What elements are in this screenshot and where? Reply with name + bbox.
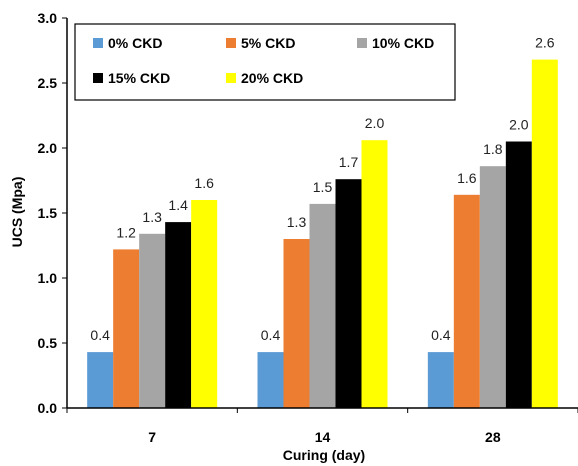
legend-label: 5% CKD [241,35,295,51]
x-tick-label: 7 [148,429,156,445]
bar [453,194,480,408]
y-tick-label: 3.0 [38,10,58,26]
data-label: 2.6 [535,35,555,51]
y-tick-label: 2.5 [38,75,58,91]
legend-label: 15% CKD [108,70,170,86]
data-label: 1.4 [168,197,188,213]
data-label: 1.2 [116,224,136,240]
y-tick-label: 1.0 [38,270,58,286]
legend-box [74,23,456,101]
legend: 0% CKD 5% CKD 10% CKD 15% CKD 20% CKD [74,23,456,101]
bar [427,352,454,408]
data-label: 0.4 [90,327,110,343]
bar [113,249,140,408]
bar [283,239,310,408]
bar [335,179,362,408]
legend-swatch [226,73,236,83]
data-label: 1.5 [313,179,333,195]
data-label: 1.6 [194,175,214,191]
y-tick-label: 0.5 [38,335,58,351]
bar [87,352,114,408]
bar [531,59,558,408]
data-label: 1.7 [339,154,359,170]
bar [361,140,388,408]
bar [191,200,218,408]
bar [479,166,506,408]
data-label: 2.0 [509,117,529,133]
legend-swatch [93,73,103,83]
legend-swatch [357,38,367,48]
y-axis-title: UCS (Mpa) [9,177,25,248]
axes: 0.0 0.5 1.0 1.5 2.0 2.5 3.0 7 14 28 [38,10,578,445]
bar [309,203,336,408]
y-tick-label: 0.0 [38,400,58,416]
data-label: 1.6 [457,170,477,186]
plot-area: 0.4 1.2 1.3 1.4 1.6 0.4 1.3 1.5 1.7 2.0 0.4 1.6 1.8 2… [87,35,558,408]
legend-label: 0% CKD [108,35,162,51]
data-label: 2.0 [365,115,385,131]
bar [165,222,192,408]
data-label: 1.8 [483,141,503,157]
x-axis-title: Curing (day) [283,447,365,463]
x-tick-label: 14 [315,429,331,445]
legend-swatch [226,38,236,48]
x-tick-label: 28 [485,429,501,445]
legend-label: 20% CKD [241,70,303,86]
data-label: 0.4 [261,327,281,343]
data-label: 1.3 [142,209,162,225]
y-tick-label: 2.0 [38,140,58,156]
data-label: 0.4 [431,327,451,343]
data-label: 1.3 [287,214,307,230]
legend-swatch [93,38,103,48]
bar [257,352,284,408]
legend-label: 10% CKD [372,35,434,51]
y-tick-label: 1.5 [38,205,58,221]
bar [139,233,166,408]
bar [505,141,532,408]
